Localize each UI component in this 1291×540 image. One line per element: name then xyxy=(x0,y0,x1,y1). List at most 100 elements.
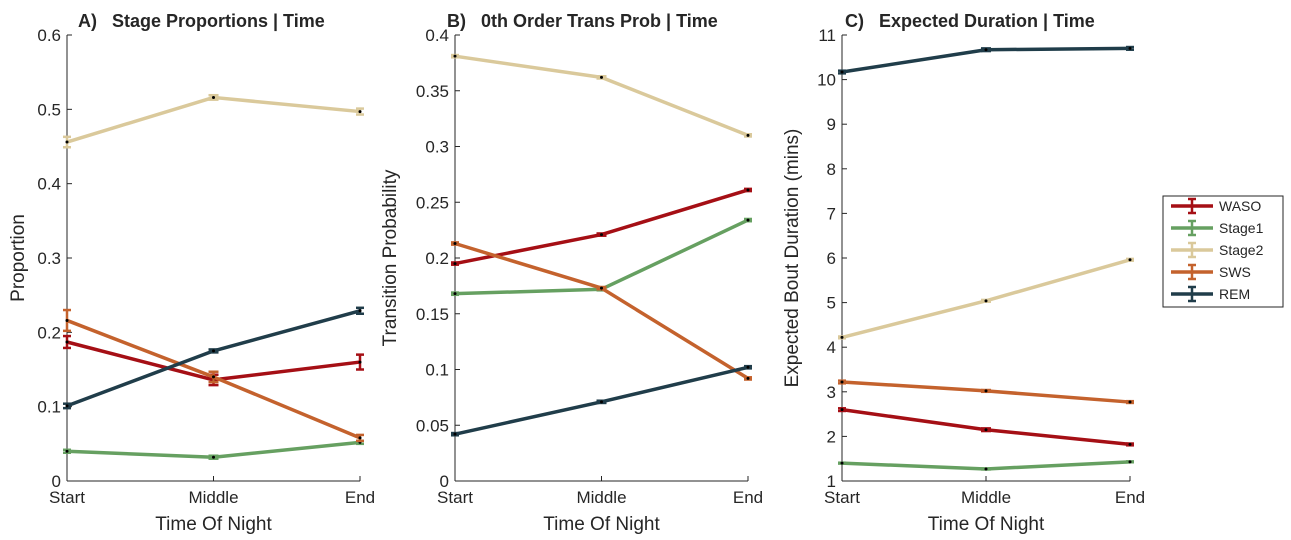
x-tick-label: Start xyxy=(824,488,860,507)
data-point xyxy=(746,218,750,222)
y-tick-label: 0.35 xyxy=(416,82,449,101)
data-point xyxy=(358,436,362,440)
series-stage1 xyxy=(63,439,364,460)
series-rem xyxy=(63,306,364,410)
data-point xyxy=(1128,442,1132,446)
data-point xyxy=(984,428,988,432)
data-point xyxy=(746,365,750,369)
chart-panel-2: 0 0.05 0.1 0.15 0.2 0.25 0.3 0.35 0.4 Start Middle… xyxy=(380,11,763,535)
legend-item-rem: REM xyxy=(1171,285,1250,303)
y-tick-label: 0.6 xyxy=(37,26,61,45)
y-tick-label: 8 xyxy=(827,160,836,179)
data-point xyxy=(1128,258,1132,262)
y-tick-label: 10 xyxy=(817,71,836,90)
data-point xyxy=(358,110,362,114)
y-tick-label: 0.3 xyxy=(425,138,449,157)
data-point xyxy=(984,48,988,52)
x-tick-label: End xyxy=(345,488,375,507)
data-point xyxy=(453,262,457,266)
y-tick-label: 0.3 xyxy=(37,249,61,268)
data-point xyxy=(984,467,988,471)
y-tick-label: 0.25 xyxy=(416,193,449,212)
y-tick-label: 0.05 xyxy=(416,416,449,435)
y-tick-label: 0 xyxy=(52,472,61,491)
series-sws xyxy=(838,379,1134,405)
series-line xyxy=(454,188,749,266)
legend-item-waso: WASO xyxy=(1171,197,1261,215)
y-tick-label: 6 xyxy=(827,249,836,268)
y-tick-label: 0.1 xyxy=(425,361,449,380)
data-point xyxy=(600,233,603,237)
data-point xyxy=(65,140,69,144)
x-tick-label: End xyxy=(1115,488,1145,507)
data-point xyxy=(746,188,750,192)
legend-label: Stage1 xyxy=(1219,220,1264,236)
series-stage2 xyxy=(838,257,1134,340)
y-tick-label: 5 xyxy=(827,294,836,313)
data-point xyxy=(984,389,988,393)
y-tick-label: 4 xyxy=(827,338,836,357)
y-tick-label: 0.4 xyxy=(37,175,61,194)
data-point xyxy=(453,292,457,296)
x-axis-label: Time Of Night xyxy=(155,514,272,535)
data-point xyxy=(600,400,603,404)
data-point xyxy=(746,376,750,380)
data-point xyxy=(840,335,844,339)
x-tick-label: Start xyxy=(49,488,85,507)
series-waso xyxy=(838,407,1134,447)
y-tick-label: 9 xyxy=(827,115,836,134)
legend-item-sws: SWS xyxy=(1171,263,1251,281)
series-stage2 xyxy=(63,93,364,149)
data-point xyxy=(1128,400,1132,404)
data-point xyxy=(212,349,215,353)
series-line xyxy=(454,54,749,137)
y-tick-label: 0.5 xyxy=(37,100,61,119)
series-line xyxy=(454,241,749,380)
series-line xyxy=(841,407,1131,447)
legend: WASO Stage1 Stage2 SWS REM xyxy=(1162,195,1284,308)
series-waso xyxy=(451,187,752,266)
series-line xyxy=(66,95,361,144)
data-point xyxy=(1128,46,1132,50)
y-tick-label: 0.15 xyxy=(416,305,449,324)
x-axis-label: Time Of Night xyxy=(928,514,1045,535)
data-point xyxy=(65,404,69,408)
data-point xyxy=(840,461,844,465)
x-tick-label: Middle xyxy=(961,488,1011,507)
legend-label: Stage2 xyxy=(1219,242,1264,258)
y-tick-label: 0.2 xyxy=(425,249,449,268)
data-point xyxy=(453,242,457,246)
data-point xyxy=(65,340,69,344)
y-tick-label: 1 xyxy=(827,472,836,491)
data-point xyxy=(453,432,457,436)
data-point xyxy=(840,380,844,384)
data-point xyxy=(984,299,988,303)
chart-title: B) 0th Order Trans Prob | Time xyxy=(447,11,718,31)
x-tick-label: Start xyxy=(437,488,473,507)
series-line xyxy=(841,258,1131,340)
y-tick-label: 2 xyxy=(827,427,836,446)
x-tick-label: Middle xyxy=(188,488,238,507)
data-point xyxy=(212,455,215,459)
data-point xyxy=(358,309,362,313)
y-tick-label: 0.2 xyxy=(37,323,61,342)
data-point xyxy=(840,70,844,74)
data-point xyxy=(212,95,215,99)
data-point xyxy=(1128,460,1132,464)
y-tick-label: 3 xyxy=(827,383,836,402)
data-point xyxy=(600,286,603,290)
x-axis-label: Time Of Night xyxy=(543,514,660,535)
legend-label: REM xyxy=(1219,286,1250,302)
chart-panel-1: 0 0.1 0.2 0.3 0.4 0.5 0.6 Start Middle End Time Of… xyxy=(8,11,375,535)
data-point xyxy=(212,375,215,379)
y-tick-label: 0 xyxy=(440,472,449,491)
y-axis-label: Proportion xyxy=(8,214,29,302)
legend-item-stage2: Stage2 xyxy=(1171,241,1264,259)
y-tick-label: 0.1 xyxy=(37,398,61,417)
chart-title: C) Expected Duration | Time xyxy=(845,11,1095,31)
series-sws xyxy=(63,308,364,443)
y-axis-label: Transition Probability xyxy=(380,169,401,346)
legend-label: WASO xyxy=(1219,198,1261,214)
y-tick-label: 7 xyxy=(827,204,836,223)
